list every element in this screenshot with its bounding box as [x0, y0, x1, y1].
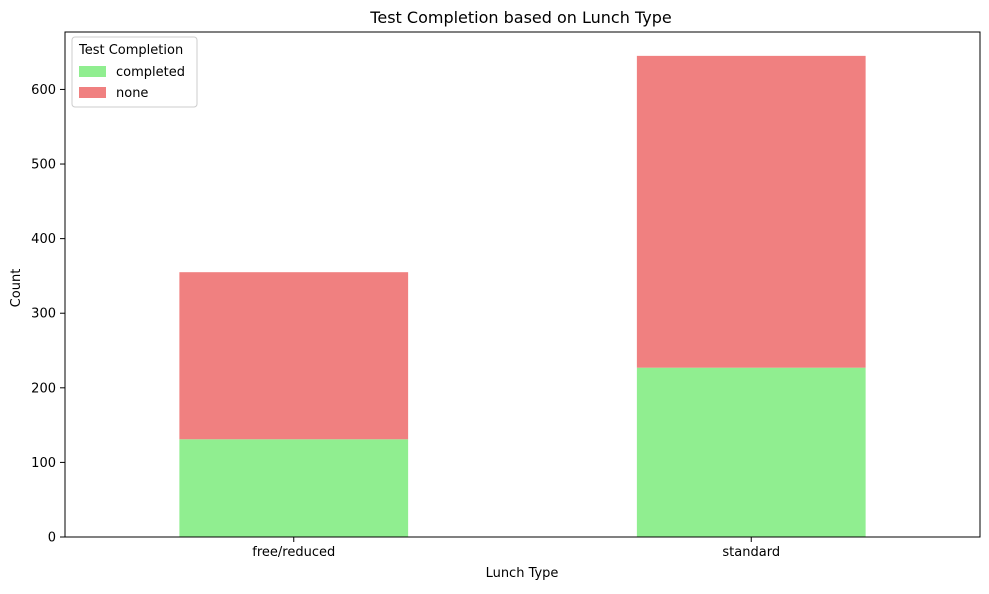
y-tick-label: 100 — [31, 456, 56, 471]
y-tick-label: 600 — [31, 83, 56, 98]
legend-label-completed: completed — [116, 65, 185, 80]
legend-title: Test Completion — [78, 43, 183, 58]
legend-swatch-completed — [79, 66, 106, 77]
y-tick-label: 300 — [31, 307, 56, 322]
bar-none-0 — [179, 272, 409, 440]
x-tick-label: free/reduced — [252, 545, 335, 560]
plot-area: 0 100 200 300 400 500 600 free/reduced standard — [31, 31, 981, 560]
legend-swatch-none — [79, 87, 106, 98]
bar-none-1 — [636, 55, 866, 368]
y-tick-label: 500 — [31, 158, 56, 173]
y-tick-label: 400 — [31, 232, 56, 247]
legend-label-none: none — [116, 86, 148, 101]
y-tick-label: 0 — [48, 531, 56, 546]
y-tick-label: 200 — [31, 381, 56, 396]
bar-completed-1 — [636, 367, 866, 537]
axes-layer: 0 100 200 300 400 500 600 free/reduced standard — [31, 31, 981, 560]
axes-frame — [64, 31, 981, 538]
y-axis-label: Count — [9, 269, 24, 308]
x-axis-label: Lunch Type — [486, 566, 559, 581]
legend: Test Completion completed none — [71, 36, 198, 108]
x-tick-label: standard — [722, 545, 780, 560]
chart-title: Test Completion based on Lunch Type — [369, 8, 671, 27]
bars-layer — [179, 55, 866, 537]
legend-entries: completed none — [79, 65, 185, 101]
bar-completed-0 — [179, 439, 409, 537]
